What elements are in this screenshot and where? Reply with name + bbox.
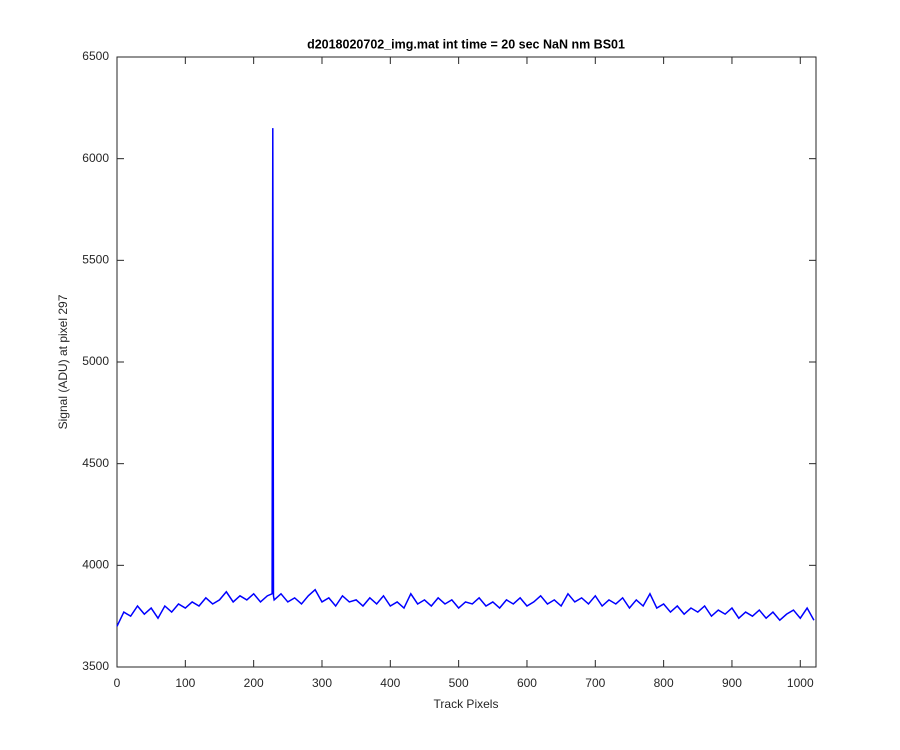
y-tick-label: 4500 (82, 456, 109, 470)
x-tick-label: 1000 (787, 676, 814, 690)
x-tick-label: 200 (244, 676, 264, 690)
y-tick-label: 5500 (82, 253, 109, 267)
y-tick-label: 6500 (82, 49, 109, 63)
y-tick-label: 3500 (82, 659, 109, 673)
y-tick-label: 5000 (82, 354, 109, 368)
x-tick-label: 400 (380, 676, 400, 690)
x-tick-label: 300 (312, 676, 332, 690)
x-tick-label: 100 (175, 676, 195, 690)
x-tick-label: 800 (654, 676, 674, 690)
x-tick-label: 700 (585, 676, 605, 690)
y-tick-label: 6000 (82, 151, 109, 165)
x-tick-label: 500 (449, 676, 469, 690)
signal-line (116, 128, 815, 627)
x-axis-label: Track Pixels (434, 697, 499, 711)
plot-area (116, 56, 817, 668)
y-axis-label: Signal (ADU) at pixel 297 (56, 294, 70, 429)
chart-title: d2018020702_img.mat int time = 20 sec Na… (307, 37, 625, 51)
x-tick-label: 900 (722, 676, 742, 690)
x-tick-label: 0 (114, 676, 121, 690)
x-tick-label: 600 (517, 676, 537, 690)
y-tick-label: 4000 (82, 558, 109, 572)
